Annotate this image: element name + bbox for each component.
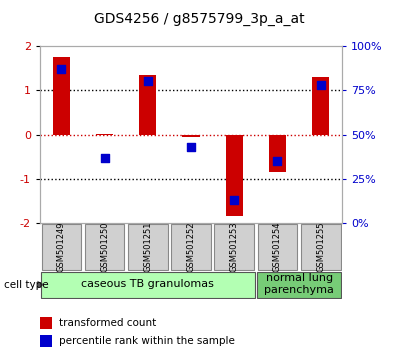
Text: GSM501253: GSM501253 (230, 222, 239, 272)
Bar (301, 224, 341, 270)
Bar (139, 75, 156, 135)
Text: GSM501249: GSM501249 (57, 222, 66, 272)
Point (318, 82, 324, 88)
Bar (257, 272, 341, 298)
Text: cell type: cell type (4, 280, 49, 290)
Text: normal lung
parenchyma: normal lung parenchyma (264, 273, 334, 295)
Text: GDS4256 / g8575799_3p_a_at: GDS4256 / g8575799_3p_a_at (94, 12, 304, 27)
Text: caseous TB granulomas: caseous TB granulomas (82, 279, 214, 289)
Bar (171, 224, 211, 270)
Text: transformed count: transformed count (59, 318, 156, 328)
Bar (269, 135, 286, 172)
Bar (85, 224, 125, 270)
Point (58, 66, 64, 72)
Text: GSM501250: GSM501250 (100, 222, 109, 272)
Bar (258, 224, 297, 270)
Polygon shape (37, 281, 45, 289)
Bar (41, 224, 81, 270)
Text: GSM501254: GSM501254 (273, 222, 282, 272)
Bar (41, 272, 255, 298)
Bar (40, 317, 52, 329)
Bar (215, 224, 254, 270)
Point (101, 155, 108, 160)
Text: GSM501252: GSM501252 (187, 222, 195, 272)
Bar (226, 135, 243, 216)
Bar (40, 335, 52, 347)
Text: percentile rank within the sample: percentile rank within the sample (59, 336, 235, 346)
Point (274, 158, 281, 164)
Bar (96, 133, 113, 135)
Bar (53, 57, 70, 135)
Bar (312, 77, 329, 135)
Text: GSM501255: GSM501255 (316, 222, 325, 272)
Text: GSM501251: GSM501251 (143, 222, 152, 272)
Point (144, 79, 151, 84)
Bar (182, 135, 200, 137)
Point (188, 144, 194, 150)
Point (231, 197, 238, 203)
Bar (128, 224, 168, 270)
